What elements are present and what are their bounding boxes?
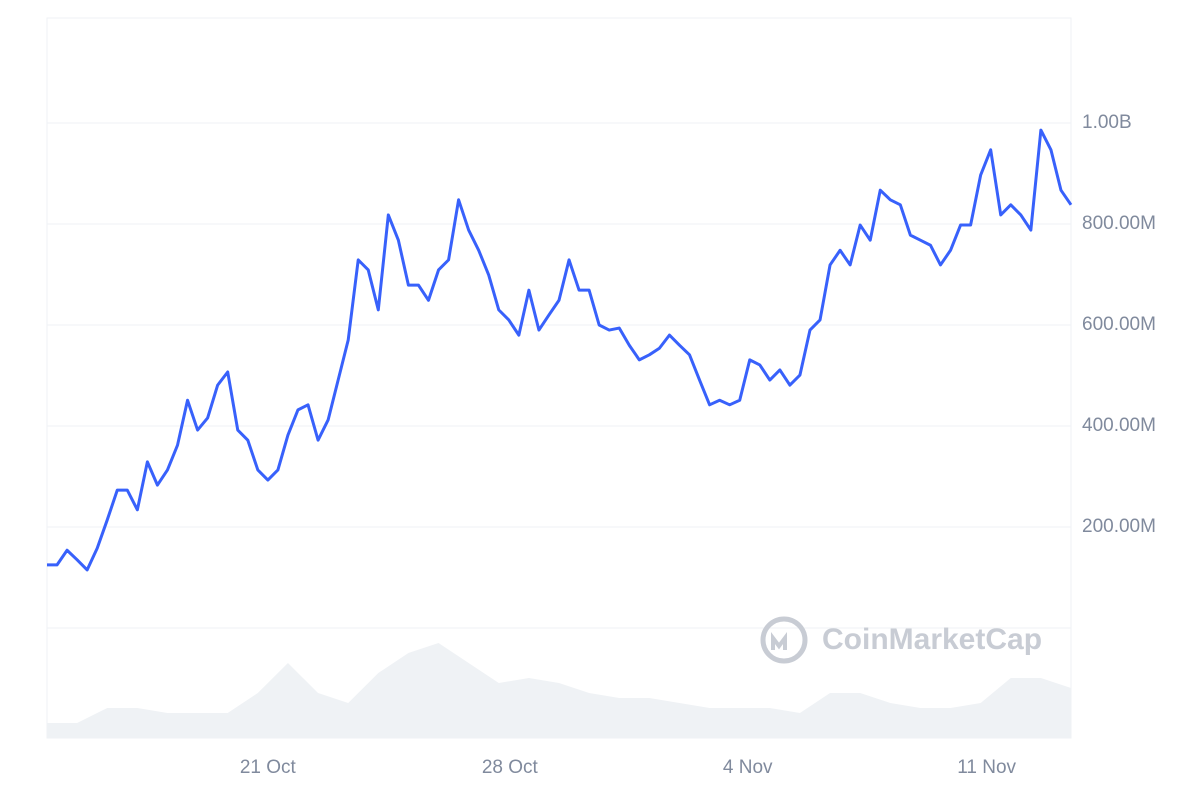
- y-tick-label: 800.00M: [1082, 213, 1156, 234]
- x-tick-label: 28 Oct: [482, 757, 539, 778]
- price-line: [47, 128, 1073, 572]
- x-tick-label: 21 Oct: [240, 757, 297, 778]
- plot-frame: [46, 17, 1072, 739]
- x-tick-label: 11 Nov: [957, 757, 1016, 778]
- watermark: CoinMarketCap: [822, 623, 1042, 656]
- y-tick-label: 600.00M: [1082, 314, 1156, 335]
- x-tick-label: 4 Nov: [723, 757, 773, 778]
- y-tick-label: 1.00B: [1082, 112, 1132, 133]
- volume-area: [47, 643, 1071, 738]
- watermark-logo: [760, 616, 808, 664]
- y-tick-label: 400.00M: [1082, 415, 1156, 436]
- y-tick-label: 200.00M: [1082, 516, 1156, 537]
